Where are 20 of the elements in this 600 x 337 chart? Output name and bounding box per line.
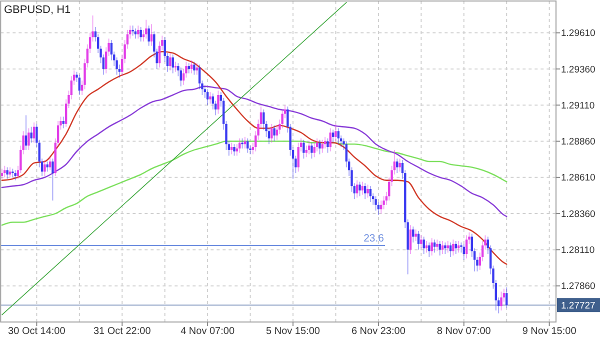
x-tick-label: 4 Nov 07:00 <box>180 326 235 337</box>
x-tick-label: 8 Nov 07:00 <box>436 326 492 337</box>
y-tick-label: 1.28610 <box>561 172 596 184</box>
chart-title: GBPUSD, H1 <box>4 4 71 16</box>
x-tick-label: 6 Nov 23:00 <box>351 326 406 337</box>
x-tick-label: 30 Oct 14:00 <box>8 326 66 337</box>
x-tick-label: 5 Nov 15:00 <box>266 326 320 337</box>
x-tick-label: 9 Nov 15:00 <box>522 326 577 337</box>
y-tick-label: 1.28360 <box>561 208 596 220</box>
x-tick-label: 31 Oct 22:00 <box>94 326 152 337</box>
y-tick-label: 1.28860 <box>561 136 596 148</box>
y-tick-label: 1.28110 <box>561 245 595 256</box>
y-tick-label: 1.29610 <box>561 28 596 40</box>
line-series <box>1 86 508 218</box>
ref-line-label: 1.27727 <box>561 300 596 312</box>
y-tick-label: 1.27860 <box>561 281 596 292</box>
y-tick-label: 1.29360 <box>561 64 596 76</box>
annotation: 23.6 <box>364 232 384 245</box>
line-series <box>1 50 508 265</box>
y-tick-label: 1.29110 <box>561 100 595 112</box>
